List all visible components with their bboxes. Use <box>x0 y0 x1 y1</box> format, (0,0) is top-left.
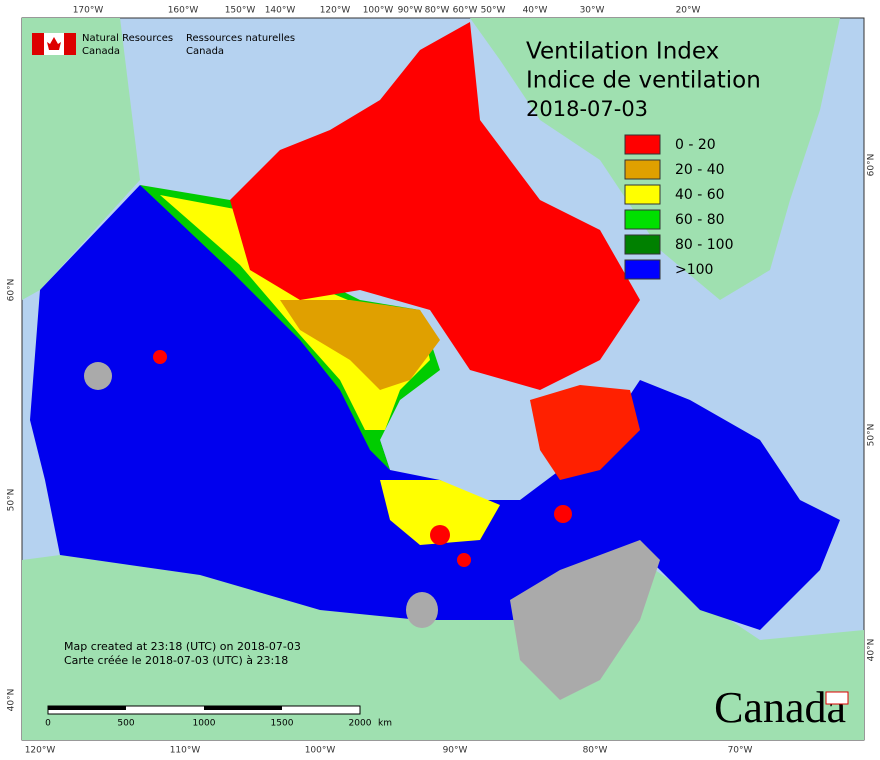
graticule-label: 70°W <box>728 746 753 756</box>
scale-unit: km <box>378 719 392 729</box>
graticule: 170°W 160°W 150°W 140°W 120°W 100°W 90°W 80°W 60… <box>7 6 877 756</box>
band-orange <box>280 300 440 390</box>
legend-swatch <box>624 159 661 180</box>
band-red <box>230 22 640 390</box>
graticule-label: 80°W <box>425 6 450 16</box>
legend-swatch <box>624 259 661 280</box>
flag-bar <box>64 33 76 55</box>
title: Indice de ventilation <box>526 68 761 94</box>
graticule-label: 40°W <box>523 6 548 16</box>
band-yellow <box>380 480 500 545</box>
scale-bar: 0 500 1000 1500 2000 km <box>45 705 392 729</box>
credit: Carte créée le 2018-07-03 (UTC) à 23:18 <box>64 654 288 667</box>
graticule-label: 90°W <box>443 746 468 756</box>
graticule-label: 140°W <box>265 6 296 16</box>
agency-en: Canada <box>82 46 120 57</box>
graticule-label: 30°W <box>580 6 605 16</box>
scale-tick-label: 1000 <box>193 719 216 729</box>
graticule-label: 50°W <box>481 6 506 16</box>
legend-label: 80 - 100 <box>675 237 734 253</box>
title: Ventilation Index <box>526 39 719 65</box>
graticule-label: 100°W <box>305 746 336 756</box>
band-red <box>530 385 640 480</box>
legend-swatch <box>624 134 661 155</box>
scale-tick-label: 2000 <box>349 719 372 729</box>
hotspot <box>457 553 471 567</box>
graticule-label: 160°W <box>168 6 199 16</box>
graticule-label: 60°N <box>867 154 877 177</box>
scale-bar-segment <box>48 706 126 710</box>
legend: 0 - 20 20 - 40 40 - 60 60 - 80 80 - 100 >100 <box>624 134 734 280</box>
agency-en: Natural Resources <box>82 33 173 44</box>
quebec-gray <box>510 540 660 700</box>
hotspot <box>554 505 572 523</box>
credit: Map created at 23:18 (UTC) on 2018-07-03 <box>64 640 301 653</box>
legend-label: 0 - 20 <box>675 137 716 153</box>
usa <box>22 555 864 740</box>
graticule-label: 60°N <box>7 279 17 302</box>
flag-leaf <box>47 37 61 50</box>
legend-label: 40 - 60 <box>675 187 725 203</box>
scale-bar-segment <box>204 706 282 710</box>
scale-tick-label: 1500 <box>271 719 294 729</box>
gray-area <box>84 362 112 390</box>
graticule-label: 100°W <box>363 6 394 16</box>
scale-tick-label: 500 <box>117 719 134 729</box>
graticule-label: 120°W <box>25 746 56 756</box>
gray-area <box>406 592 438 628</box>
agency-fr: Canada <box>186 46 224 57</box>
graticule-label: 150°W <box>225 6 256 16</box>
wordmark: Canada <box>714 683 846 732</box>
graticule-label: 40°N <box>867 639 877 662</box>
graticule-label: 120°W <box>320 6 351 16</box>
graticule-label: 20°W <box>676 6 701 16</box>
legend-swatch <box>624 184 661 205</box>
legend-label: >100 <box>675 262 713 278</box>
hudson-bay <box>395 360 530 500</box>
title-date: 2018-07-03 <box>526 97 648 121</box>
flag-bar <box>32 33 44 55</box>
agency-fr: Ressources naturelles <box>186 33 295 44</box>
wordmark-flag <box>825 691 849 705</box>
scale-tick-label: 0 <box>45 719 51 729</box>
legend-swatch <box>624 234 661 255</box>
graticule-label: 110°W <box>170 746 201 756</box>
graticule-label: 170°W <box>73 6 104 16</box>
graticule-label: 80°W <box>583 746 608 756</box>
graticule-label: 50°N <box>7 489 17 512</box>
canada <box>30 185 840 630</box>
graticule-label: 60°W <box>453 6 478 16</box>
legend-label: 60 - 80 <box>675 212 725 228</box>
hotspot <box>430 525 450 545</box>
greenland <box>470 18 840 300</box>
alaska <box>22 18 140 300</box>
legend-label: 20 - 40 <box>675 162 725 178</box>
graticule-label: 40°N <box>7 689 17 712</box>
graticule-label: 50°N <box>867 424 877 447</box>
legend-swatch <box>624 209 661 230</box>
graticule-label: 90°W <box>398 6 423 16</box>
hotspot <box>153 350 167 364</box>
